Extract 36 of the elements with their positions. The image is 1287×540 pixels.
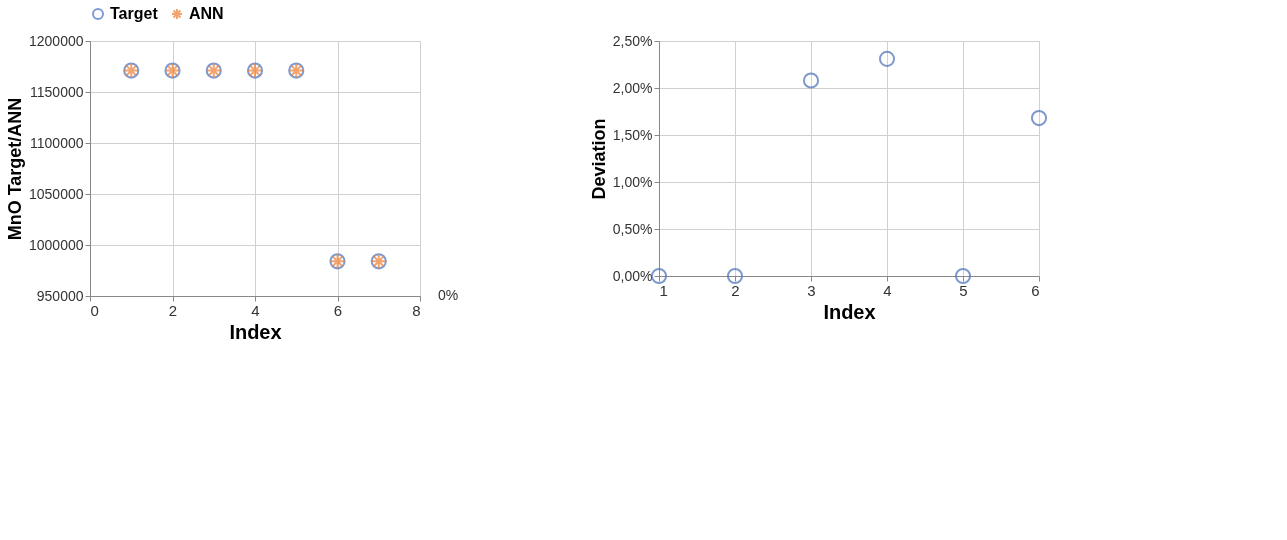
point — [954, 267, 972, 285]
y-axis-title: MnO Target/ANN — [5, 97, 25, 241]
y-tick-label: 1,50% — [612, 126, 653, 143]
point — [726, 267, 744, 285]
legend-label: Target — [110, 5, 159, 22]
y-axis-title: Deviation — [588, 118, 609, 200]
y-tick-label: 950000 — [36, 287, 84, 304]
y-tick-label: 2,50% — [612, 32, 653, 49]
x-tick-label: 2 — [731, 281, 740, 299]
x-tick-label: 1 — [659, 281, 668, 299]
point — [878, 50, 896, 67]
x-tick-label: 6 — [1031, 281, 1040, 299]
x-tick-label: 8 — [412, 301, 421, 319]
y-tick-label: 2,00% — [612, 79, 653, 96]
x-tick-label: 4 — [883, 281, 892, 299]
x-axis-title: Index — [229, 320, 282, 343]
text: 0% — [438, 287, 459, 303]
x-tick-label: 6 — [333, 301, 343, 319]
x-tick-label: 2 — [168, 301, 178, 319]
x-tick-label: 4 — [251, 301, 260, 319]
y-tick-label: 1050000 — [28, 185, 84, 202]
y-tick-label: 1200000 — [28, 32, 84, 49]
legend-label: ANN — [189, 5, 224, 22]
y-tick-label: 1000000 — [28, 236, 84, 253]
point — [1030, 110, 1048, 127]
point — [650, 267, 668, 285]
y-tick-label: 0,00% — [612, 267, 653, 284]
y-tick-label: 1,00% — [612, 173, 653, 190]
y-tick-label: 1150000 — [30, 83, 84, 100]
x-tick-label: 3 — [807, 281, 816, 299]
point — [802, 72, 820, 89]
x-axis-title: Index — [823, 300, 876, 323]
x-tick-label: 0 — [90, 301, 99, 319]
y-tick-label: 0,50% — [612, 220, 653, 237]
x-tick-label: 5 — [959, 281, 968, 299]
y-tick-label: 1100000 — [30, 134, 84, 151]
